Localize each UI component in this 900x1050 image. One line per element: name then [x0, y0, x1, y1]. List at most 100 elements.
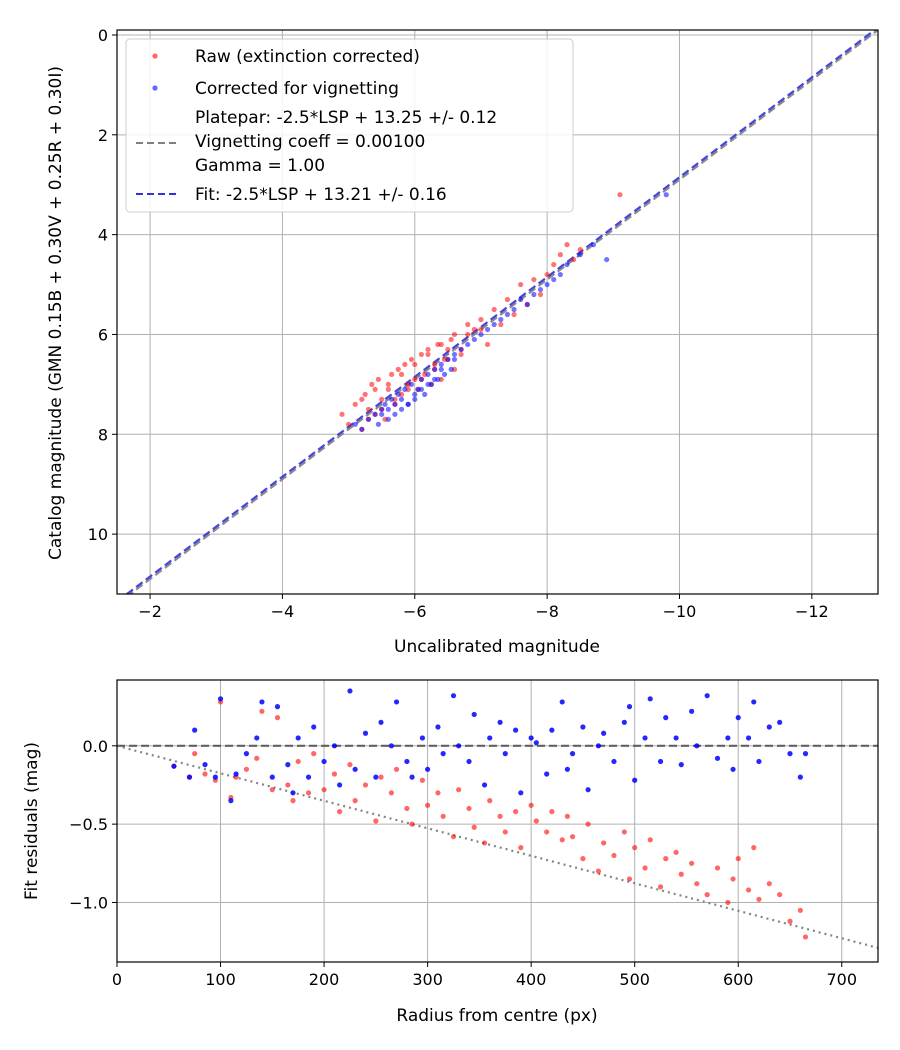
top-fit-lines [125, 30, 878, 594]
bottom-point-raw [419, 777, 426, 783]
top-point-corrected [498, 316, 504, 323]
legend-marker-raw [152, 53, 158, 59]
bottom-point-corrected [626, 704, 633, 710]
bottom-point-corrected [212, 774, 218, 780]
bottom-point-corrected [290, 790, 296, 796]
top-scatter-panel: −2 −4 −6 −8 −10 −12 0 2 4 6 8 10 Uncalibrated magn… [46, 26, 879, 657]
top-point-raw [372, 386, 378, 392]
bottom-point-raw [694, 881, 700, 887]
bottom-points [171, 688, 809, 940]
bottom-ytick-label-2: −1.0 [69, 893, 108, 912]
top-ytick-label-2: 4 [98, 226, 108, 245]
bottom-point-raw [595, 868, 602, 874]
top-ytick-label-3: 6 [98, 325, 108, 344]
bottom-point-corrected [466, 758, 472, 765]
top-point-corrected [564, 261, 570, 268]
bottom-point-corrected [228, 798, 234, 804]
top-point-corrected [379, 406, 385, 412]
bottom-point-corrected [725, 735, 731, 741]
top-point-raw [362, 391, 368, 397]
top-point-corrected [438, 366, 444, 372]
top-point-raw [389, 371, 395, 377]
top-point-corrected [372, 411, 378, 417]
bottom-point-corrected [311, 724, 317, 730]
top-point-corrected [445, 356, 451, 363]
top-point-raw [484, 341, 491, 348]
top-point-raw [432, 361, 438, 368]
top-point-corrected [577, 252, 583, 258]
bottom-point-corrected [663, 715, 669, 721]
top-point-raw [448, 336, 454, 343]
top-point-corrected [412, 391, 418, 397]
bottom-point-raw [564, 813, 570, 819]
top-point-corrected [511, 306, 517, 313]
bottom-point-corrected [269, 774, 275, 780]
bottom-point-raw [409, 821, 415, 827]
bottom-point-raw [533, 818, 539, 824]
top-point-raw [438, 341, 444, 348]
bottom-point-raw [580, 856, 586, 862]
legend-marker-corrected [152, 85, 158, 91]
bottom-x-ticks: 0 100 200 300 400 500 600 700 [112, 962, 857, 989]
top-point-raw [617, 192, 623, 198]
top-points [339, 192, 669, 432]
top-y-ticks: 0 2 4 6 8 10 [88, 26, 117, 544]
bottom-point-raw [404, 805, 410, 812]
top-point-raw [465, 331, 471, 338]
bottom-point-raw [285, 782, 291, 788]
bottom-point-raw [704, 892, 710, 898]
bottom-point-raw [730, 876, 736, 882]
bottom-point-corrected [456, 743, 462, 749]
bottom-xtick-label-1: 100 [205, 970, 236, 989]
top-point-corrected [432, 376, 438, 382]
top-point-corrected [425, 381, 431, 387]
bottom-point-corrected [393, 699, 400, 705]
bottom-point-raw [347, 762, 353, 768]
bottom-point-raw [678, 871, 684, 877]
bottom-point-raw [544, 829, 550, 835]
top-point-corrected [491, 321, 497, 328]
bottom-point-raw [202, 771, 208, 777]
top-point-raw [478, 316, 484, 323]
bottom-point-corrected [388, 743, 394, 749]
top-point-corrected [412, 396, 418, 402]
bottom-point-raw [192, 751, 198, 757]
bottom-point-corrected [321, 758, 327, 765]
bottom-point-corrected [378, 719, 384, 725]
bottom-point-raw [481, 840, 488, 846]
bottom-point-corrected [450, 693, 457, 699]
top-point-raw [491, 306, 497, 313]
top-point-corrected [365, 416, 372, 422]
bottom-point-corrected [274, 704, 281, 710]
bottom-point-raw [751, 845, 757, 851]
bottom-y-axis-label: Fit residuals (mag) [22, 742, 42, 900]
top-x-axis-label: Uncalibrated magnitude [394, 637, 600, 657]
bottom-point-raw [559, 837, 565, 843]
bottom-point-corrected [559, 699, 565, 705]
bottom-point-corrected [217, 696, 224, 702]
bottom-point-corrected [243, 751, 250, 757]
top-point-raw [412, 361, 418, 368]
bottom-plot-background [117, 680, 878, 962]
top-point-raw [379, 396, 385, 402]
bottom-point-corrected [528, 735, 534, 741]
bottom-xtick-label-0: 0 [112, 970, 122, 989]
bottom-reference-lines [117, 744, 878, 949]
top-point-corrected [418, 386, 424, 392]
top-point-corrected [418, 376, 424, 382]
top-point-raw [458, 351, 464, 358]
bottom-y-ticks: 0.0 −0.5 −1.0 [69, 737, 117, 912]
top-point-raw [339, 411, 345, 417]
bottom-xtick-label-6: 600 [723, 970, 754, 989]
top-point-corrected [544, 281, 550, 288]
top-point-corrected [385, 406, 391, 412]
top-point-raw [385, 386, 391, 392]
bottom-point-raw [725, 899, 731, 906]
bottom-xtick-label-3: 300 [412, 970, 443, 989]
bottom-point-raw [673, 849, 679, 855]
top-point-corrected [465, 341, 471, 348]
legend: Raw (extinction corrected) Corrected for… [125, 38, 574, 213]
bottom-point-corrected [481, 782, 488, 788]
bottom-point-corrected [756, 758, 762, 765]
bottom-point-corrected [766, 724, 772, 730]
